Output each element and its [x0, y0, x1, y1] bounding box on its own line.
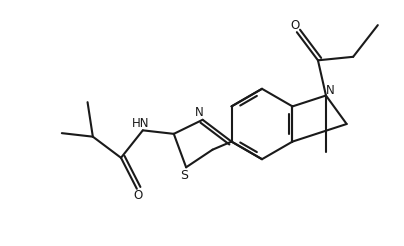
Text: N: N — [195, 106, 204, 119]
Text: N: N — [326, 84, 335, 97]
Text: O: O — [133, 189, 143, 202]
Text: O: O — [290, 19, 299, 32]
Text: HN: HN — [132, 117, 149, 130]
Text: S: S — [180, 169, 188, 182]
